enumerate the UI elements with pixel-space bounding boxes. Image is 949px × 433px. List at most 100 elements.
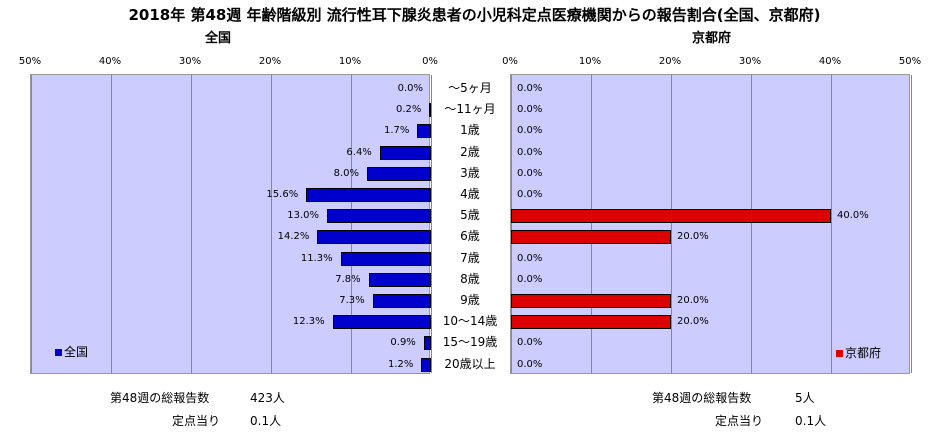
kyoto-total-label: 第48週の総報告数 bbox=[652, 391, 752, 405]
national-bar bbox=[423, 336, 431, 351]
national-bar bbox=[368, 272, 431, 287]
national-bar bbox=[306, 188, 431, 202]
national-per-value: 0.1人 bbox=[250, 414, 282, 428]
kyoto-gridline bbox=[831, 75, 832, 373]
kyoto-tick-label: 0% bbox=[502, 56, 518, 67]
national-legend-swatch bbox=[55, 349, 62, 356]
national-data-label: 11.3% bbox=[300, 252, 333, 264]
national-per-label: 定点当り bbox=[172, 414, 221, 428]
category-label: 6歳 bbox=[460, 229, 480, 244]
national-gridline bbox=[431, 75, 432, 373]
kyoto-data-label: 40.0% bbox=[837, 210, 869, 222]
national-total-label: 第48週の総報告数 bbox=[110, 391, 210, 405]
chart-title: 2018年 第48週 年齢階級別 流行性耳下腺炎患者の小児科定点医療機関からの報… bbox=[128, 6, 821, 24]
category-label: 10～14歳 bbox=[442, 314, 498, 329]
national-subtitle: 全国 bbox=[205, 31, 232, 46]
national-tick-label: 50% bbox=[18, 56, 42, 67]
national-data-label: 8.0% bbox=[333, 167, 359, 179]
national-data-label: 0.9% bbox=[390, 337, 416, 349]
category-label: 3歳 bbox=[460, 165, 480, 180]
category-label: ～5ヶ月 bbox=[448, 81, 492, 95]
kyoto-bar bbox=[511, 209, 831, 224]
national-data-label: 0.0% bbox=[397, 83, 423, 94]
kyoto-data-label: 0.0% bbox=[517, 167, 543, 179]
national-total-value: 423人 bbox=[250, 391, 285, 405]
kyoto-legend: 京都府 bbox=[836, 344, 881, 361]
kyoto-per-label: 定点当り bbox=[715, 414, 764, 428]
national-data-label: 12.3% bbox=[292, 316, 325, 328]
kyoto-data-label: 0.0% bbox=[517, 273, 543, 285]
national-gridline bbox=[271, 75, 272, 373]
kyoto-bar bbox=[511, 294, 671, 308]
national-data-label: 0.2% bbox=[396, 104, 422, 116]
kyoto-tick-label: 30% bbox=[738, 56, 762, 67]
national-data-label: 14.2% bbox=[277, 231, 310, 243]
kyoto-data-label: 0.0% bbox=[517, 146, 543, 158]
kyoto-data-label: 0.0% bbox=[517, 104, 543, 116]
kyoto-data-label: 0.0% bbox=[517, 358, 543, 370]
national-data-label: 13.0% bbox=[287, 210, 319, 222]
national-gridline bbox=[351, 75, 352, 373]
national-bar bbox=[372, 294, 431, 308]
national-bar bbox=[327, 209, 431, 224]
category-label: ～11ヶ月 bbox=[444, 102, 496, 117]
kyoto-data-label: 0.0% bbox=[517, 337, 543, 349]
category-label: 1歳 bbox=[460, 123, 480, 138]
national-bar bbox=[379, 145, 431, 160]
national-bar bbox=[417, 124, 431, 139]
national-data-label: 6.4% bbox=[346, 146, 372, 158]
category-label: 9歳 bbox=[460, 293, 480, 307]
national-tick-label: 0% bbox=[422, 56, 438, 67]
category-label: 8歳 bbox=[460, 271, 480, 286]
kyoto-gridline bbox=[591, 75, 592, 373]
kyoto-gridline bbox=[511, 75, 512, 373]
national-data-label: 1.2% bbox=[388, 358, 414, 370]
kyoto-gridline bbox=[751, 75, 752, 373]
kyoto-bar bbox=[511, 315, 671, 330]
kyoto-data-label: 0.0% bbox=[517, 125, 543, 137]
kyoto-legend-label: 京都府 bbox=[845, 346, 882, 360]
national-plot-area: 0.0% 0.2% 1.7% 6.4% 8.0% 15.6% 13.0% 14.2% 11.3%… bbox=[30, 74, 432, 374]
category-label: 2歳 bbox=[460, 144, 480, 159]
kyoto-total-value: 5人 bbox=[795, 391, 815, 405]
national-data-label: 15.6% bbox=[266, 189, 299, 200]
national-bar bbox=[332, 315, 431, 330]
national-bar bbox=[340, 251, 431, 266]
category-label: 20歳以上 bbox=[444, 356, 496, 371]
category-label: 4歳 bbox=[460, 187, 480, 201]
kyoto-legend-swatch bbox=[836, 350, 843, 357]
kyoto-data-label: 20.0% bbox=[677, 231, 709, 243]
kyoto-data-label: 0.0% bbox=[517, 189, 543, 200]
kyoto-gridline bbox=[671, 75, 672, 373]
national-data-label: 7.3% bbox=[339, 295, 365, 306]
kyoto-gridline bbox=[911, 75, 912, 373]
kyoto-tick-label: 20% bbox=[658, 56, 682, 67]
national-bar bbox=[367, 166, 431, 181]
kyoto-bar bbox=[511, 230, 671, 245]
national-tick-label: 40% bbox=[98, 56, 122, 67]
kyoto-per-value: 0.1人 bbox=[795, 414, 827, 428]
national-tick-label: 10% bbox=[338, 56, 362, 67]
national-bar bbox=[421, 357, 431, 372]
national-bar bbox=[317, 230, 431, 245]
kyoto-data-label: 20.0% bbox=[677, 295, 709, 306]
national-data-label: 7.8% bbox=[335, 273, 361, 285]
kyoto-tick-label: 50% bbox=[898, 56, 922, 67]
kyoto-tick-label: 10% bbox=[578, 56, 602, 67]
kyoto-data-label: 20.0% bbox=[677, 316, 709, 328]
national-legend-label: 全国 bbox=[64, 345, 89, 359]
kyoto-tick-label: 40% bbox=[818, 56, 842, 67]
national-bar bbox=[429, 103, 432, 118]
national-data-label: 1.7% bbox=[384, 125, 410, 137]
national-gridline bbox=[111, 75, 112, 373]
national-tick-label: 30% bbox=[178, 56, 202, 67]
national-gridline bbox=[31, 75, 32, 373]
category-label: 15～19歳 bbox=[442, 335, 498, 350]
category-label: 7歳 bbox=[460, 250, 480, 265]
national-tick-label: 20% bbox=[258, 56, 282, 67]
kyoto-subtitle: 京都府 bbox=[692, 31, 732, 46]
kyoto-data-label: 0.0% bbox=[517, 83, 543, 94]
national-gridline bbox=[191, 75, 192, 373]
kyoto-data-label: 0.0% bbox=[517, 252, 543, 264]
kyoto-plot-area: 0.0% 0.0% 0.0% 0.0% 0.0% 0.0% 40.0% 20.0% 0.0% 0.… bbox=[510, 74, 912, 374]
